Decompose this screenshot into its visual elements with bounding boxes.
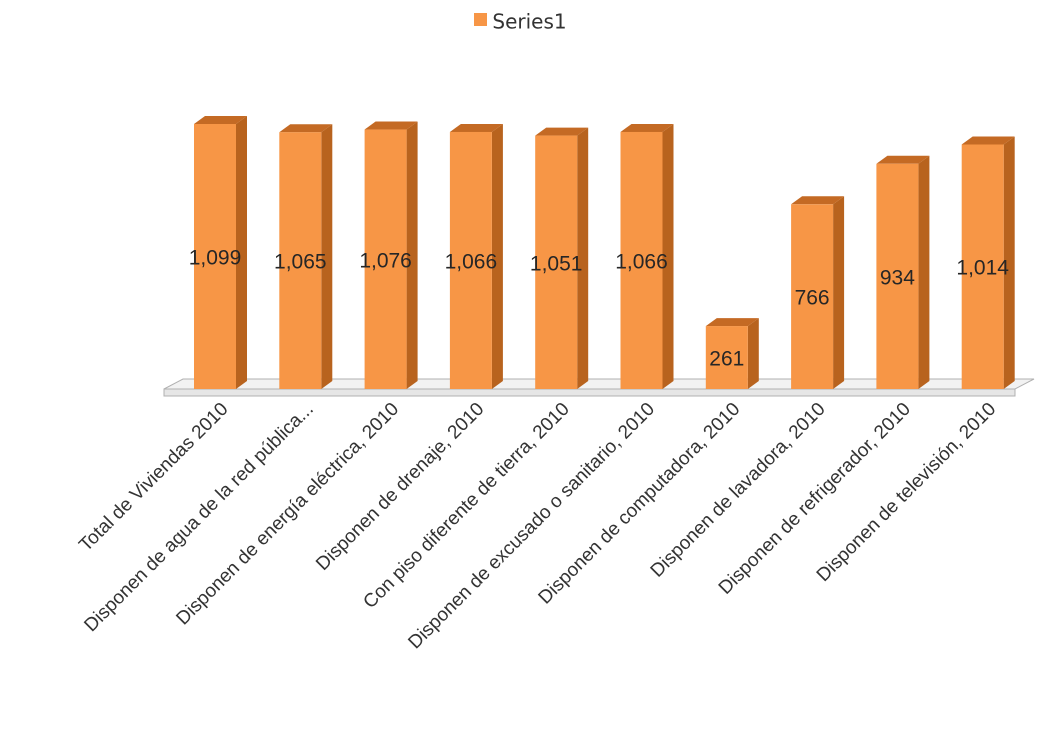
data-label-2: 1,065 (274, 251, 327, 274)
bar-front-face (279, 132, 322, 389)
bar-side-face (236, 116, 247, 389)
bar-side-face (406, 121, 418, 389)
bar-9 (876, 155, 930, 389)
bar-top-face (279, 124, 333, 133)
data-label-8: 766 (795, 287, 830, 310)
bar-front-face (364, 129, 407, 389)
bar-side-face (833, 196, 845, 389)
bar-side-face (662, 123, 674, 389)
bar-4 (449, 123, 503, 390)
bar-3 (364, 121, 418, 389)
bar-front-face (620, 131, 663, 390)
category-label-1: Total de Viviendas 2010 (75, 399, 232, 556)
legend-swatch-series1 (474, 13, 488, 26)
bar-front-face (705, 326, 748, 389)
data-label-9: 934 (880, 266, 915, 289)
category-label-4: Disponen de drenaje, 2010 (312, 399, 488, 575)
bar-top-face (791, 196, 845, 205)
bar-side-face (747, 318, 759, 389)
data-label-3: 1,076 (359, 249, 412, 272)
legend-label-series1: Series1 (492, 9, 567, 34)
bar-top-face (620, 123, 674, 132)
data-label-7: 261 (709, 348, 744, 371)
category-label-10: Disponen de televisión, 2010 (813, 399, 1000, 586)
data-labels-group: 1,099 1,065 1,076 1,066 1,051 1,066 261 766 934 1… (189, 247, 1010, 371)
bar-side-face (577, 127, 589, 389)
bar-front-face (449, 131, 492, 390)
data-label-4: 1,066 (445, 250, 498, 273)
bar-10 (961, 136, 1015, 389)
data-label-10: 1,014 (956, 257, 1009, 280)
bar-8 (791, 196, 845, 389)
bar-front-face (876, 163, 919, 389)
bar-top-face (876, 155, 930, 164)
bar-top-face (535, 127, 589, 136)
chart-legend: Series1 (0, 8, 1041, 34)
bar-1 (194, 116, 247, 389)
bar-2 (279, 124, 333, 389)
category-label-8: Disponen de lavadora, 2010 (647, 399, 830, 582)
bar-5 (535, 127, 589, 389)
data-label-1: 1,099 (189, 247, 242, 270)
bar-side-face (918, 155, 930, 389)
bar-6 (620, 123, 674, 390)
bar-side-face (491, 123, 503, 389)
bar-side-face (1003, 136, 1015, 389)
bar-top-face (705, 318, 759, 327)
data-label-6: 1,066 (615, 250, 668, 273)
bar-top-face (449, 123, 503, 132)
bar-top-face (961, 136, 1015, 145)
bar-side-face (321, 124, 333, 389)
floor-edge (163, 388, 1016, 397)
bars-group (194, 116, 1015, 390)
bar-7 (705, 318, 759, 389)
bar-front-face (535, 135, 578, 389)
data-label-5: 1,051 (530, 252, 583, 275)
bar-top-face (194, 116, 247, 124)
bar-top-face (364, 121, 418, 130)
bar-front-face (791, 204, 834, 389)
bar-front-face (194, 124, 236, 389)
bar-front-face (961, 144, 1004, 389)
